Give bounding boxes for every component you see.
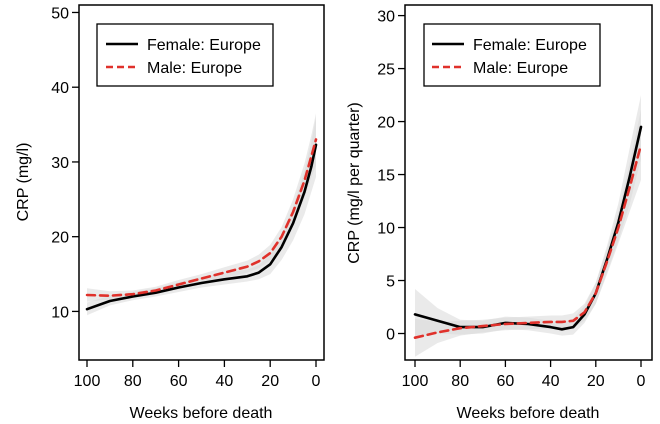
chart-panel-crp-per-quarter: 0 5 10 15 20 25 30 100 80 60 40 20 0 Female: Europe … bbox=[346, 4, 653, 422]
y-tick-label: 10 bbox=[51, 304, 69, 321]
x-tick-label: 40 bbox=[542, 373, 560, 390]
y-tick-label: 5 bbox=[386, 274, 395, 291]
legend: Female: Europe Male: Europe bbox=[423, 23, 601, 87]
plot-frame bbox=[78, 4, 325, 361]
series-line-male bbox=[85, 138, 318, 297]
confidence-band-female bbox=[415, 95, 641, 339]
series-line-female bbox=[413, 125, 643, 331]
legend-label-female: Female: Europe bbox=[147, 37, 261, 54]
y-tick-label: 20 bbox=[377, 115, 395, 132]
y-tick-label: 10 bbox=[377, 221, 395, 238]
legend: Female: Europe Male: Europe bbox=[96, 23, 274, 87]
y-tick-label: 0 bbox=[386, 327, 395, 344]
y-tick-label: 50 bbox=[51, 5, 69, 22]
confidence-band-female bbox=[87, 117, 316, 316]
x-tick-label: 100 bbox=[74, 373, 101, 390]
x-tick-label: 20 bbox=[587, 373, 605, 390]
x-axis-label: Weeks before death bbox=[457, 405, 600, 422]
x-tick-label: 0 bbox=[637, 373, 646, 390]
x-tick-label: 60 bbox=[170, 373, 188, 390]
y-tick-label: 15 bbox=[377, 168, 395, 185]
chart-panel-crp: 10 20 30 40 50 100 80 60 40 20 0 Female: Europe Ma… bbox=[15, 4, 325, 422]
legend-box bbox=[423, 23, 601, 87]
confidence-band-male bbox=[415, 109, 641, 357]
series-line-female bbox=[85, 143, 318, 311]
x-tick-label: 40 bbox=[216, 373, 234, 390]
legend-label-male: Male: Europe bbox=[147, 60, 242, 77]
x-tick-label: 80 bbox=[451, 373, 469, 390]
x-tick-label: 0 bbox=[312, 373, 321, 390]
legend-box bbox=[96, 23, 274, 87]
y-axis-label: CRP (mg/l) bbox=[15, 143, 32, 222]
y-tick-label: 25 bbox=[377, 62, 395, 79]
x-tick-label: 20 bbox=[261, 373, 279, 390]
y-tick-label: 20 bbox=[51, 230, 69, 247]
y-tick-label: 30 bbox=[377, 9, 395, 26]
legend-label-male: Male: Europe bbox=[473, 60, 568, 77]
y-tick-label: 30 bbox=[51, 155, 69, 172]
confidence-band-male bbox=[87, 113, 316, 302]
x-axis-label: Weeks before death bbox=[130, 405, 273, 422]
x-tick-label: 60 bbox=[497, 373, 515, 390]
x-tick-label: 80 bbox=[124, 373, 142, 390]
y-tick-label: 40 bbox=[51, 80, 69, 97]
x-tick-label: 100 bbox=[402, 373, 429, 390]
legend-label-female: Female: Europe bbox=[473, 37, 587, 54]
plot-frame bbox=[404, 4, 653, 361]
y-axis-label: CRP (mg/l per quarter) bbox=[346, 102, 363, 264]
series-line-male bbox=[413, 143, 643, 339]
